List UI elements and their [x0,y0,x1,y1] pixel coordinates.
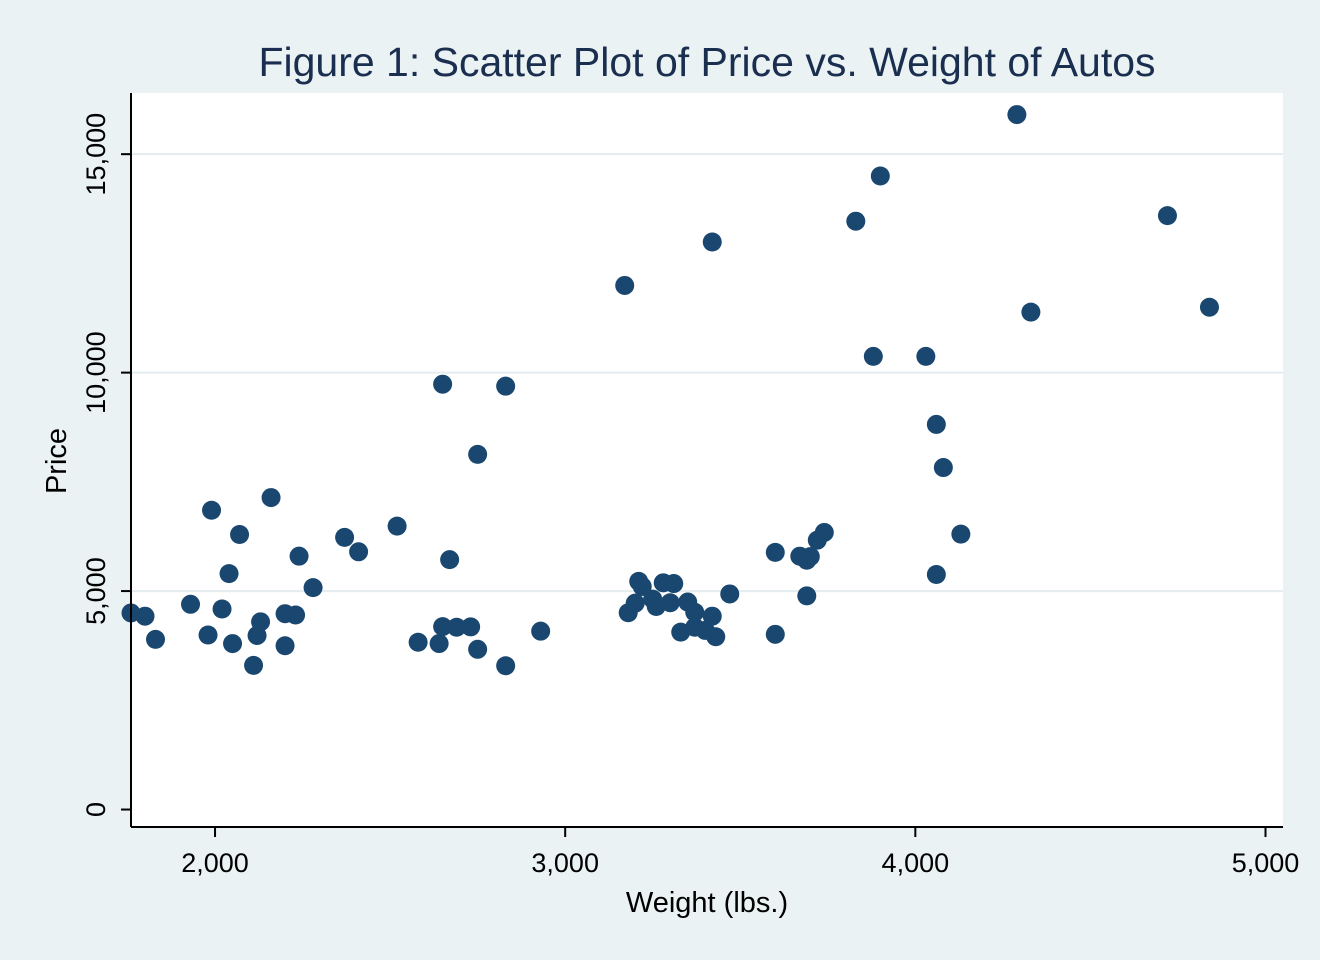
data-point [198,625,218,645]
data-point [387,516,407,536]
data-point [349,542,369,562]
data-point [433,374,453,394]
data-point [846,211,866,231]
data-point [1007,105,1027,125]
data-point [468,639,488,659]
x-tick-label: 3,000 [531,848,599,878]
plot-area [131,93,1283,827]
data-points [121,105,1219,676]
x-tick-label: 5,000 [1232,848,1300,878]
data-point [135,606,155,626]
data-point [219,564,239,584]
data-point [461,617,481,637]
data-point [951,524,971,544]
data-point [531,621,551,641]
x-axis-ticks: 2,000 3,000 4,000 5,000 [181,827,1299,878]
data-point [433,617,453,637]
data-point [814,522,834,542]
data-point [244,655,264,675]
data-point [933,458,953,478]
data-point [230,524,250,544]
data-point [765,624,785,644]
y-axis-title: Price [41,428,73,494]
data-point [797,586,817,606]
y-tick-label: 15,000 [81,113,111,196]
data-point [275,636,295,656]
data-point [286,605,306,625]
data-point [181,594,201,614]
data-point [429,634,449,654]
data-point [146,629,166,649]
x-tick-label: 2,000 [181,848,249,878]
data-point [289,546,309,566]
data-point [1199,297,1219,317]
data-point [916,346,936,366]
data-point [1157,206,1177,226]
y-tick-label: 5,000 [81,557,111,625]
data-point [261,488,281,508]
data-point [468,444,488,464]
data-point [408,632,428,652]
data-point [870,166,890,186]
data-point [625,593,645,613]
data-point [1021,302,1041,322]
y-tick-label: 10,000 [81,331,111,414]
y-axis-ticks: 0 5,000 10,000 15,000 [81,113,131,817]
grid-lines [131,153,1283,593]
data-point [664,574,684,594]
data-point [615,275,635,295]
data-point [863,346,883,366]
data-point [926,565,946,585]
data-point [202,500,222,520]
data-point [496,656,516,676]
data-point [447,617,467,637]
y-tick-label: 0 [81,802,111,817]
data-point [303,578,323,598]
data-point [335,527,355,547]
chart-title: Figure 1: Scatter Plot of Price vs. Weig… [258,39,1155,85]
data-point [706,627,726,647]
data-point [496,376,516,396]
data-point [720,584,740,604]
data-point [632,577,652,597]
data-point [660,593,680,613]
data-point [702,606,722,626]
x-tick-label: 4,000 [882,848,950,878]
data-point [702,232,722,252]
data-point [926,414,946,434]
x-axis-title: Weight (lbs.) [626,887,788,919]
data-point [800,547,820,567]
data-point [765,542,785,562]
data-point [223,634,243,654]
data-point [440,550,460,570]
data-point [685,602,705,622]
data-point [212,599,232,619]
data-point [251,612,271,632]
